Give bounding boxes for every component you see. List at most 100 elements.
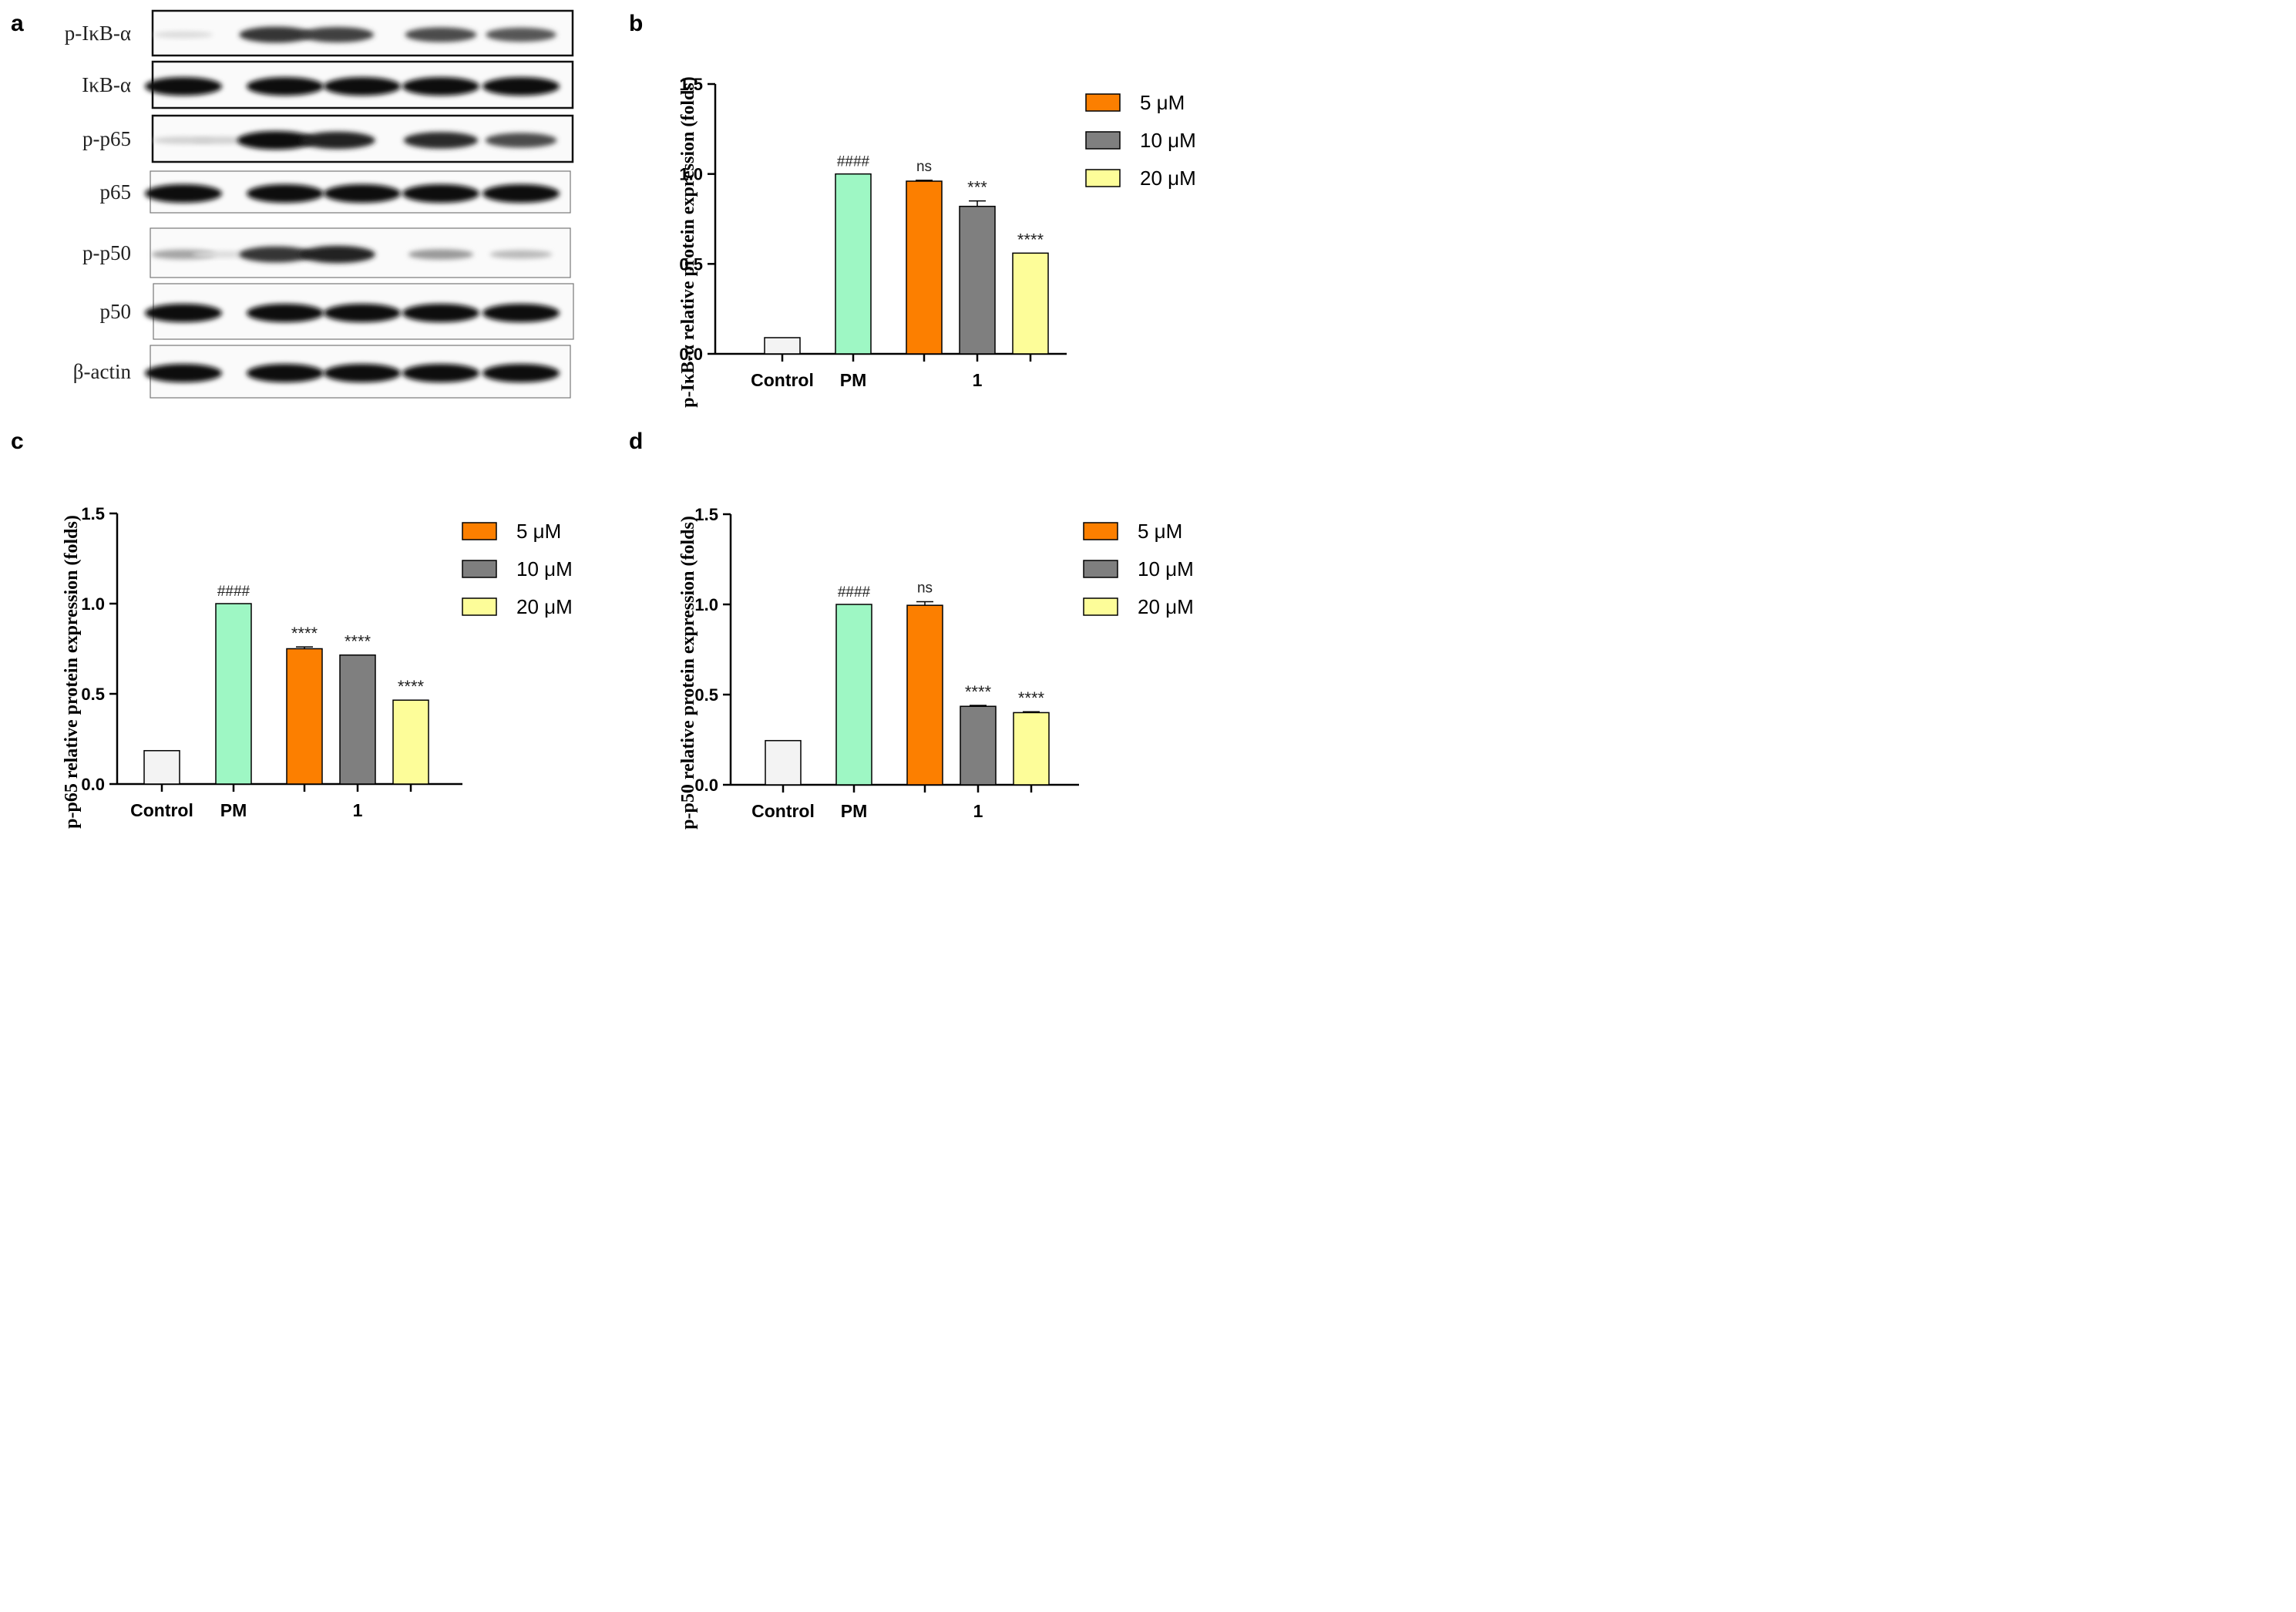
bar-control [765, 739, 802, 786]
blot-row-label: p-p65 [82, 127, 131, 150]
blot-band [405, 27, 477, 42]
blot-band [301, 27, 374, 42]
blot-band [402, 184, 479, 203]
legend-swatch [462, 597, 497, 616]
chart-p-p65: p-p65 relative protein expression (folds… [62, 504, 573, 829]
significance-annotation: *** [967, 178, 987, 197]
blot-band [145, 77, 222, 96]
y-tick-label: 0.5 [81, 685, 105, 704]
legend-label: 20 μM [1140, 167, 1196, 190]
significance-annotation: **** [965, 682, 992, 702]
blot-row-label: IκB-α [82, 73, 131, 96]
bar-control [764, 337, 801, 355]
blot-band [192, 251, 252, 258]
blot-band [237, 131, 314, 150]
blot-row-label: p50 [100, 300, 132, 323]
blot-band [482, 184, 560, 203]
bar-pm [835, 173, 872, 355]
y-tick-label: 1.0 [679, 165, 703, 184]
bar-5uM [906, 604, 943, 786]
x-category-label: Control [751, 801, 815, 821]
blot-row: β-actin [73, 345, 571, 399]
y-axis-label: p-IκB-α relative protein expression (fol… [678, 76, 698, 407]
legend-label: 20 μM [1138, 595, 1194, 618]
bar-5uM [906, 180, 943, 355]
y-tick-label: 1.5 [694, 505, 718, 524]
panel-label-b: b [629, 11, 644, 36]
significance-annotation: **** [398, 677, 425, 696]
legend-label: 10 μM [1140, 129, 1196, 152]
legend-label: 5 μM [1140, 91, 1185, 114]
blot-band [486, 27, 556, 42]
blot-row: p-p65 [82, 114, 574, 163]
x-category-label: Control [130, 800, 193, 820]
bar-10uM [959, 205, 996, 355]
blot-band [402, 304, 479, 322]
blot-band [191, 136, 253, 144]
panel-label-a: a [11, 11, 24, 36]
legend-label: 5 μM [516, 520, 561, 543]
legend-swatch [1083, 560, 1118, 578]
western-blot-panel: p-IκB-α IκB-α p-p65 p65 p-p50 p50 β-actin [65, 9, 574, 399]
legend-swatch [1085, 169, 1121, 187]
blot-band [239, 246, 313, 263]
significance-annotation: #### [837, 154, 870, 170]
blot-row: p-p50 [82, 227, 571, 278]
significance-annotation: **** [1018, 688, 1045, 708]
blot-band [482, 364, 560, 382]
blot-row-label: p-p50 [82, 241, 131, 264]
blot-band [153, 31, 213, 39]
blot-band [324, 77, 401, 96]
blot-band [239, 26, 313, 43]
blot-band [247, 304, 324, 322]
x-category-label: Control [751, 370, 814, 390]
blot-band [247, 184, 324, 203]
bar-20uM [1013, 712, 1050, 786]
blot-row-label: p-IκB-α [65, 22, 131, 45]
significance-annotation: ns [917, 580, 933, 596]
bar-pm [215, 603, 252, 785]
panel-label-d: d [629, 429, 644, 454]
bar-control [143, 749, 180, 785]
blot-row: p50 [100, 283, 574, 340]
y-tick-label: 1.5 [81, 504, 105, 523]
x-category-label: 1 [973, 801, 983, 821]
blot-band [324, 184, 401, 203]
significance-annotation: #### [217, 584, 250, 600]
significance-annotation: **** [1017, 230, 1044, 249]
y-tick-label: 1.0 [81, 594, 105, 614]
blot-band [247, 364, 324, 382]
blot-band [300, 245, 375, 264]
bar-pm [835, 604, 872, 786]
chart-p-p50: p-p50 relative protein expression (folds… [678, 505, 1194, 830]
blot-row-label: β-actin [73, 360, 132, 383]
y-tick-label: 0.5 [694, 685, 718, 705]
blot-band [324, 364, 401, 382]
blot-band [145, 364, 222, 382]
blot-band [402, 77, 479, 96]
blot-band [485, 133, 557, 148]
legend-swatch [1083, 522, 1118, 540]
legend-swatch [462, 522, 497, 540]
blot-band [403, 132, 479, 149]
blot-row: IκB-α [82, 60, 574, 109]
chart-p-ikba: p-IκB-α relative protein expression (fol… [678, 75, 1196, 408]
blot-band [145, 304, 222, 322]
y-tick-label: 0.0 [679, 345, 703, 364]
y-tick-label: 1.0 [694, 595, 718, 614]
bar-20uM [392, 699, 429, 785]
x-category-label: PM [840, 370, 867, 390]
x-category-label: PM [841, 801, 868, 821]
bar-20uM [1012, 252, 1049, 355]
legend-label: 10 μM [1138, 557, 1194, 581]
y-axis-label: p-p50 relative protein expression (folds… [678, 516, 698, 830]
x-category-label: 1 [353, 800, 363, 820]
blot-band [324, 304, 401, 322]
blot-band [247, 77, 324, 96]
legend-label: 20 μM [516, 595, 573, 618]
blot-band [482, 77, 560, 96]
significance-annotation: **** [291, 624, 318, 643]
bar-10uM [960, 705, 997, 786]
blot-row: p65 [100, 170, 571, 214]
blot-band [151, 249, 216, 260]
